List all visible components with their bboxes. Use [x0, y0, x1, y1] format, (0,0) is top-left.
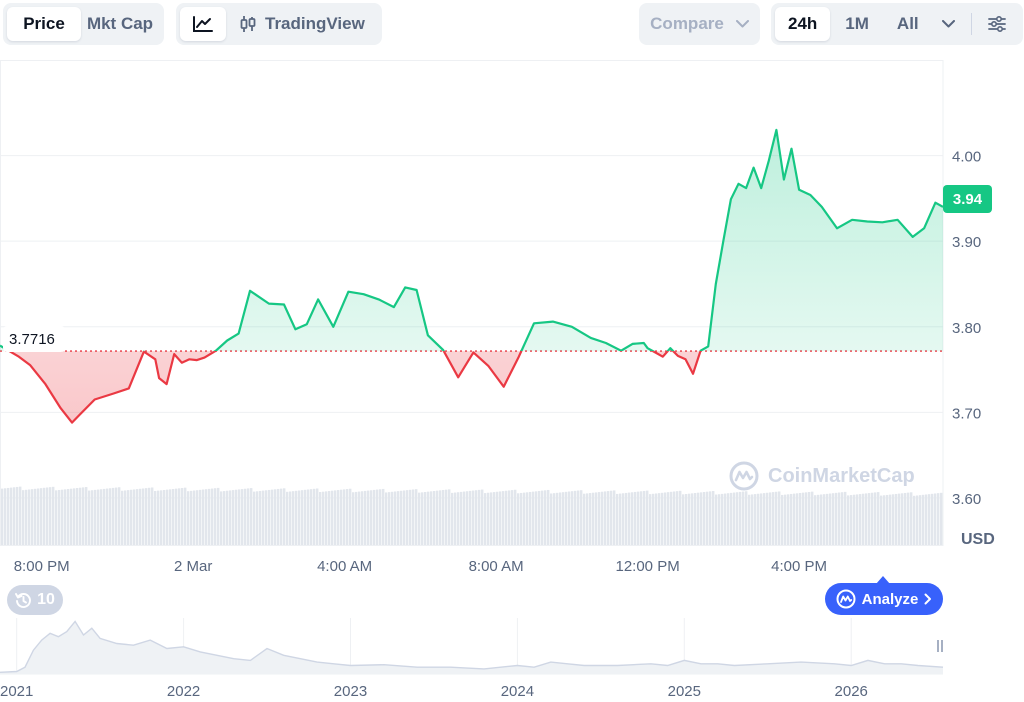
line-chart-icon [193, 16, 213, 32]
coinmarketcap-logo-icon [836, 589, 856, 609]
area-below-reference [0, 351, 943, 423]
history-button[interactable]: 10 [7, 585, 63, 615]
y-tick-label: 3.70 [952, 405, 981, 422]
more-ranges-button[interactable] [934, 7, 963, 41]
price-line-down [7, 351, 703, 424]
navigator-year-label: 2026 [835, 683, 868, 700]
x-tick-label: 4:00 PM [771, 558, 827, 575]
market-cap-tab[interactable]: Mkt Cap [86, 14, 154, 33]
range-1m-tab[interactable]: 1M [845, 14, 869, 33]
navigator-year-label: 2025 [668, 683, 701, 700]
navigator-year-label: 2022 [167, 683, 200, 700]
y-tick-label: 4.00 [952, 149, 981, 166]
price-tab[interactable]: Price [7, 7, 81, 41]
analyze-button[interactable]: Analyze [825, 583, 943, 615]
watermark-text: CoinMarketCap [768, 464, 915, 487]
navigator-chart[interactable]: 2021 2022 2023 2024 2025 2026 [0, 610, 1024, 702]
x-tick-label: 8:00 PM [14, 558, 70, 575]
chart-view-toggle: TradingView [176, 3, 382, 45]
x-tick-label: 2 Mar [174, 558, 212, 575]
navigator-year-label: 2021 [0, 683, 33, 700]
line-chart-button[interactable] [180, 7, 226, 41]
volume-bars [1, 486, 943, 545]
navigator-year-label: 2023 [334, 683, 367, 700]
x-tick-label: 4:00 AM [317, 558, 372, 575]
range-all-tab[interactable]: All [896, 14, 919, 33]
compare-label: Compare [650, 14, 724, 33]
y-tick-label: 3.60 [952, 491, 981, 508]
x-tick-label: 8:00 AM [469, 558, 524, 575]
coinmarketcap-logo-icon [729, 461, 759, 491]
current-price-badge: 3.94 [943, 185, 992, 213]
navigator-year-label: 2024 [501, 683, 534, 700]
time-range-toggle: 24h 1M All [771, 3, 1023, 45]
navigator-line [0, 620, 944, 673]
chevron-down-icon [735, 20, 749, 28]
analyze-tooltip-pointer [876, 576, 890, 584]
history-icon [15, 592, 32, 608]
reference-price-badge: 3.7716 [3, 326, 65, 352]
y-axis-unit-label: USD [961, 531, 995, 548]
tradingview-label: TradingView [265, 14, 365, 33]
history-count: 10 [37, 591, 55, 608]
chevron-down-icon [941, 20, 955, 28]
price-chart[interactable]: 4.00 3.90 3.80 3.70 3.60 8:00 PM 2 Mar 4:00 AM 8… [0, 60, 1024, 580]
watermark: CoinMarketCap [728, 460, 915, 492]
chart-type-toggle: Price Mkt Cap [3, 3, 164, 45]
sliders-icon [987, 16, 1006, 32]
toolbar-divider [970, 13, 972, 35]
area-above-reference [0, 129, 943, 352]
analyze-label: Analyze [861, 590, 919, 608]
range-24h-tab[interactable]: 24h [775, 7, 831, 41]
compare-dropdown[interactable]: Compare [639, 3, 760, 45]
navigator-range-handle[interactable] [937, 640, 943, 652]
navigator-area [0, 621, 943, 674]
candlestick-icon [240, 16, 256, 32]
x-tick-label: 12:00 PM [615, 558, 679, 575]
y-tick-label: 3.80 [952, 320, 981, 337]
y-tick-label: 3.90 [952, 234, 981, 251]
chart-settings-button[interactable] [980, 7, 1014, 41]
price-line-up [0, 128, 943, 352]
tradingview-button[interactable]: TradingView [228, 7, 376, 41]
chevron-right-icon [924, 593, 932, 605]
